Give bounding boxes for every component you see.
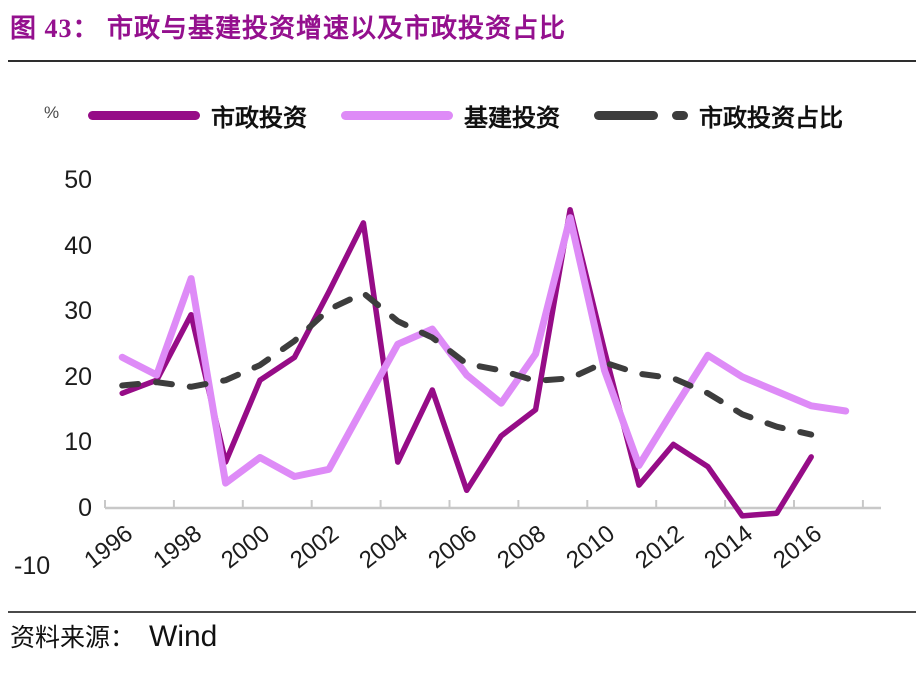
legend-label-share: 市政投资占比: [699, 105, 843, 132]
source-label: 资料来源：: [10, 625, 136, 652]
series-infrastructure-line: [118, 214, 850, 487]
y-axis-tick-label: 30: [64, 297, 92, 325]
y-axis-tick-label: 20: [64, 363, 92, 391]
source-value: Wind: [149, 620, 218, 653]
legend-item-infrastructure: 基建投资: [341, 98, 560, 133]
series-share-dashed-line: [119, 290, 815, 438]
series-municipal-line: [119, 207, 814, 519]
legend-item-municipal: 市政投资: [88, 98, 307, 133]
y-axis-tick-label: 50: [64, 166, 92, 194]
title-divider: [8, 60, 916, 62]
y-axis-tick-label: 10: [64, 428, 92, 456]
source-note: 资料来源： Wind: [10, 618, 217, 654]
y-axis-tick-label: 40: [64, 232, 92, 260]
footer-divider: [8, 611, 916, 613]
legend-label-municipal: 市政投资: [211, 105, 307, 132]
figure-title: 图 43： 市政与基建投资增速以及市政投资占比: [10, 14, 567, 43]
infrastructure-line-icon: [341, 111, 453, 120]
municipal-line-icon: [88, 111, 200, 120]
chart-legend: 市政投资 基建投资 市政投资占比: [88, 98, 843, 133]
y-axis-unit-label: %: [44, 103, 60, 122]
y-axis-tick-label: 0: [78, 494, 92, 522]
legend-label-infrastructure: 基建投资: [464, 105, 560, 132]
y-axis-tick-label: -10: [14, 552, 51, 580]
share-dashed-line-icon: [594, 111, 688, 120]
legend-item-share: 市政投资占比: [594, 98, 843, 133]
